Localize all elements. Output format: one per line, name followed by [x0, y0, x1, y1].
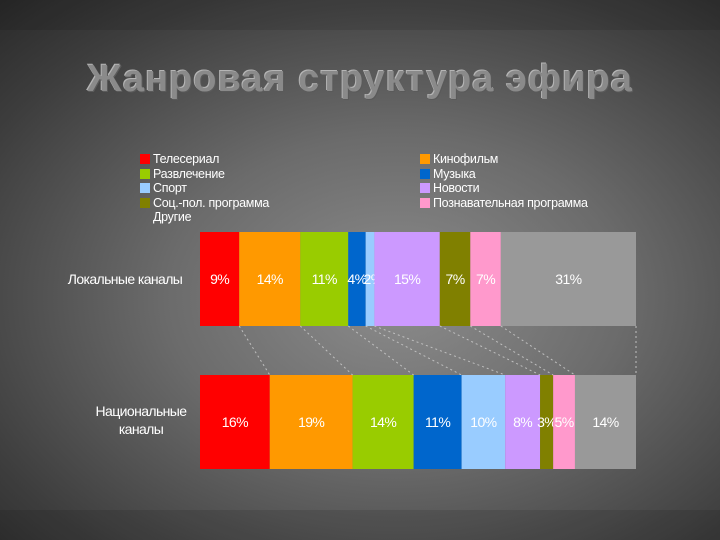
row-label-line: Национальные	[95, 403, 187, 419]
legend-label: Телесериал	[153, 152, 220, 166]
data-label: 11%	[425, 414, 450, 430]
legend-item: Другие	[140, 210, 192, 224]
bar-segment	[439, 232, 471, 326]
data-label: 5%	[555, 414, 574, 430]
data-label: 14%	[257, 271, 283, 287]
bar-segment	[374, 232, 440, 326]
legend-swatch	[140, 168, 150, 179]
bar-segment	[461, 375, 506, 469]
legend-swatch	[140, 183, 150, 193]
connector-line	[500, 325, 576, 376]
bar-segment	[200, 375, 270, 469]
row-label-national: Национальные каналы	[82, 402, 200, 438]
data-label: 9%	[210, 271, 229, 287]
legend-item: Музыка	[420, 166, 476, 181]
data-label: 31%	[555, 271, 581, 287]
connector-line	[365, 325, 462, 376]
bar-segment	[269, 375, 353, 469]
legend-swatch	[420, 183, 430, 193]
connector-line	[439, 325, 541, 376]
bar-segment	[553, 375, 575, 469]
bar-segment	[352, 375, 414, 469]
legend-item: Развлечение	[140, 167, 225, 181]
legend-item: Спорт	[140, 181, 187, 195]
bar-segment	[365, 232, 375, 326]
legend-label: Развлечение	[153, 166, 225, 181]
legend-swatch	[420, 154, 430, 164]
row-label-local: Локальные каналы	[60, 270, 190, 288]
bar-segment	[200, 232, 240, 326]
legend-label: Соц.-пол. программа	[153, 195, 270, 210]
row-label-line: Локальные каналы	[67, 271, 183, 287]
data-label: 14%	[370, 414, 396, 430]
data-label: 15%	[394, 271, 420, 287]
bar-segment	[574, 375, 636, 469]
data-label: 16%	[222, 414, 248, 430]
data-label: 7%	[476, 271, 495, 287]
legend-item: Кинофильм	[420, 152, 498, 166]
legend-swatch	[140, 197, 150, 208]
connector-line	[299, 325, 353, 376]
legend-label: Познавательная программа	[433, 195, 588, 210]
legend-label: Спорт	[153, 181, 187, 195]
data-label: 10%	[470, 414, 496, 430]
data-label: 8%	[513, 414, 532, 430]
legend-item: Новости	[420, 181, 480, 195]
data-label: 4%	[347, 271, 366, 287]
slide-title: Жанровая структура эфира	[87, 58, 633, 100]
legend-swatch	[420, 197, 430, 208]
bar-segment	[413, 375, 462, 469]
connector-line	[374, 325, 506, 376]
connector-line	[238, 325, 271, 376]
bar-segment	[540, 375, 554, 469]
data-label: 11%	[312, 271, 337, 287]
bar-segment	[300, 232, 349, 326]
bar-segment	[470, 232, 501, 326]
connector-line	[347, 325, 414, 376]
data-label: 14%	[592, 414, 618, 430]
legend-item: Телесериал	[140, 152, 219, 166]
bar-segment	[239, 232, 301, 326]
bar-segment	[348, 232, 366, 326]
legend-label: Другие	[153, 210, 192, 224]
legend-swatch	[140, 154, 150, 164]
row-label-line: каналы	[118, 421, 164, 437]
legend-swatch	[420, 168, 430, 179]
legend-label: Кинофильм	[433, 152, 499, 166]
bar-segment	[500, 232, 636, 326]
legend-item: Познавательная программа	[420, 196, 588, 210]
legend-item: Соц.-пол. программа	[140, 196, 269, 210]
data-label: 3%	[537, 414, 556, 430]
legend-label: Новости	[433, 181, 480, 195]
data-label: 7%	[446, 271, 465, 287]
legend-label: Музыка	[433, 166, 476, 181]
bar-segment	[505, 375, 541, 469]
data-label: 19%	[298, 414, 324, 430]
connector-line	[470, 325, 554, 376]
